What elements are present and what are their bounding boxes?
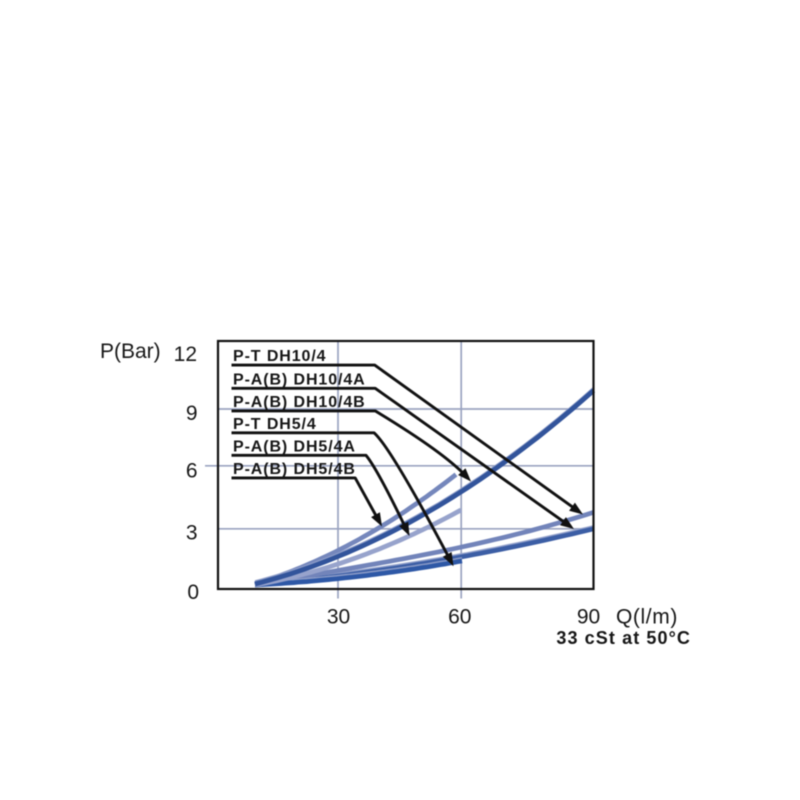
svg-text:6: 6 xyxy=(186,460,198,483)
svg-text:P(Bar): P(Bar) xyxy=(100,340,161,363)
svg-text:P-A(B) DH5/4A: P-A(B) DH5/4A xyxy=(233,438,356,455)
svg-text:30: 30 xyxy=(327,606,350,629)
svg-text:P-A(B) DH10/4A: P-A(B) DH10/4A xyxy=(233,371,366,388)
svg-text:0: 0 xyxy=(187,581,199,604)
svg-text:12: 12 xyxy=(174,343,197,366)
svg-text:3: 3 xyxy=(186,522,198,545)
svg-text:Q(l/m): Q(l/m) xyxy=(616,606,678,629)
svg-text:P-T DH5/4: P-T DH5/4 xyxy=(233,416,317,433)
svg-text:P-A(B) DH5/4B: P-A(B) DH5/4B xyxy=(233,461,356,478)
svg-text:90: 90 xyxy=(577,606,600,629)
svg-text:33 cSt at 50°C: 33 cSt at 50°C xyxy=(556,628,691,648)
svg-text:9: 9 xyxy=(186,402,198,425)
svg-text:P-T DH10/4: P-T DH10/4 xyxy=(233,348,326,365)
svg-text:60: 60 xyxy=(448,606,471,629)
svg-text:P-A(B) DH10/4B: P-A(B) DH10/4B xyxy=(233,394,366,411)
